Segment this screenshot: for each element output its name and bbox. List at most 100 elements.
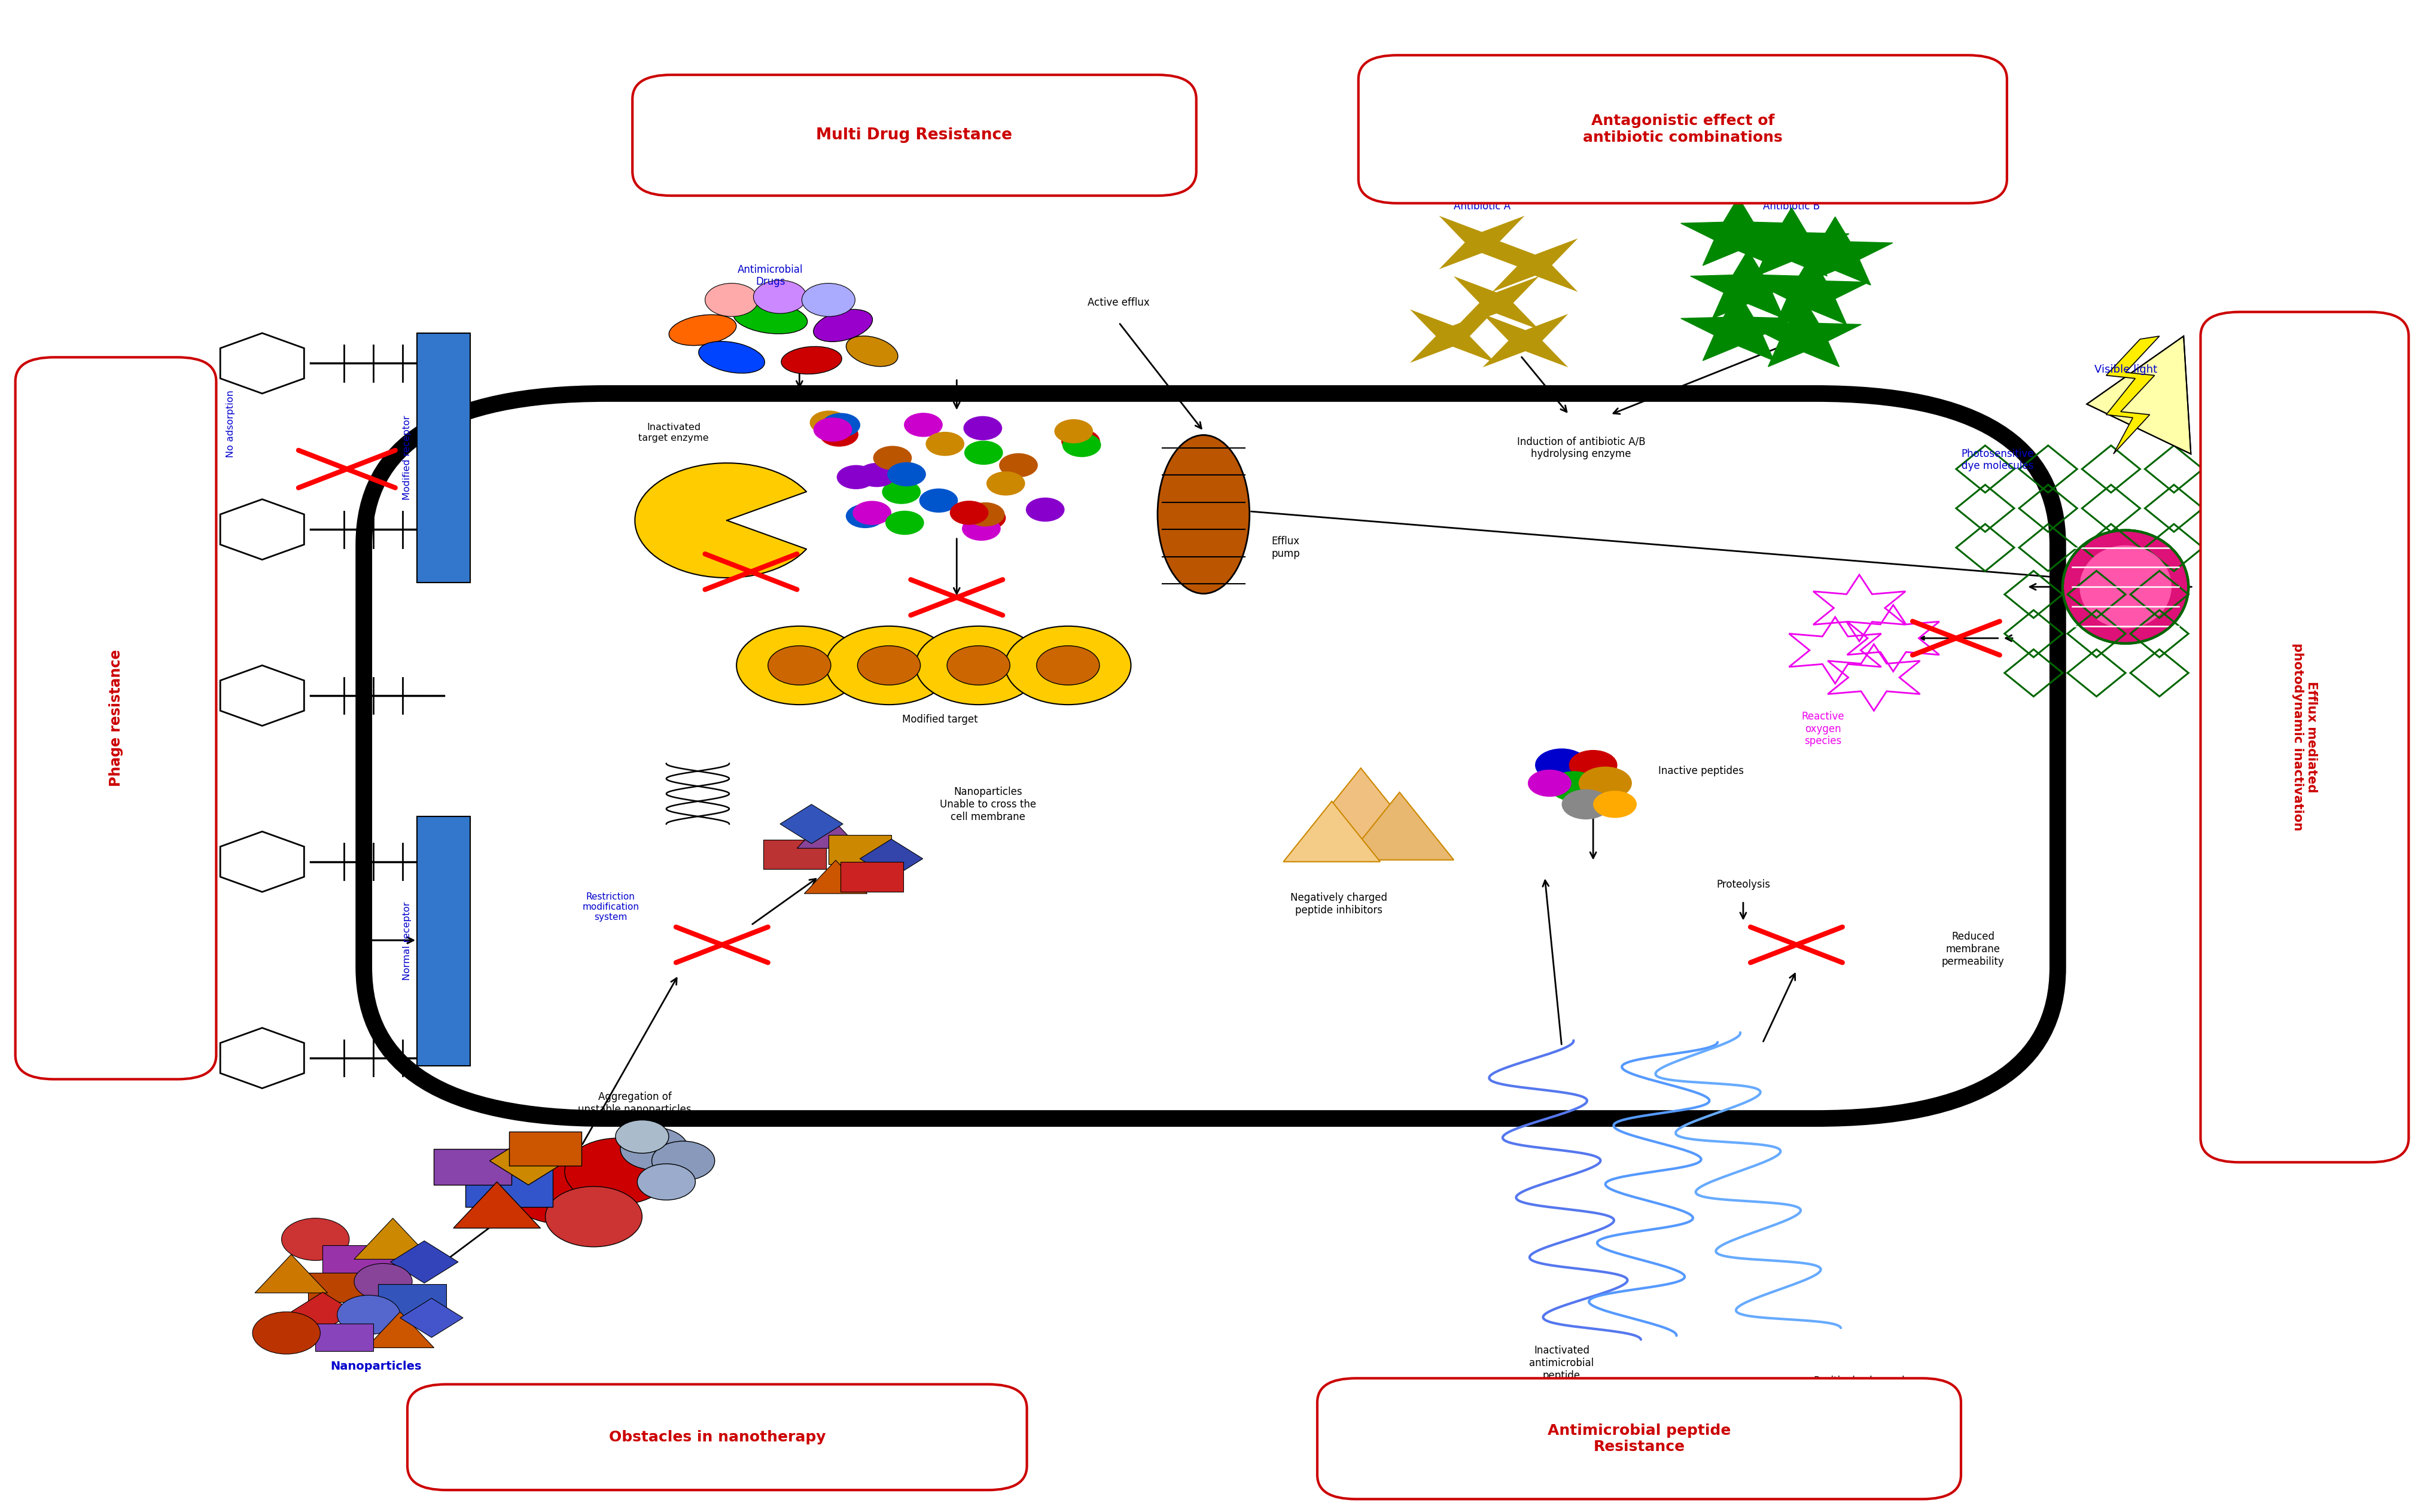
Circle shape (736, 626, 862, 705)
Polygon shape (2087, 336, 2191, 454)
Polygon shape (1680, 197, 1796, 266)
Circle shape (881, 479, 920, 503)
Text: Photosensitive
dye molecules: Photosensitive dye molecules (1961, 449, 2034, 472)
FancyBboxPatch shape (363, 393, 2058, 1119)
Polygon shape (1753, 256, 1869, 325)
Circle shape (1053, 419, 1092, 443)
Text: Visible light: Visible light (2094, 364, 2157, 375)
Circle shape (852, 500, 891, 525)
Circle shape (845, 503, 884, 528)
FancyBboxPatch shape (1358, 56, 2007, 203)
Circle shape (1535, 748, 1588, 782)
Bar (315, 1325, 373, 1352)
Ellipse shape (845, 336, 898, 366)
Circle shape (813, 417, 852, 442)
Text: Antimicrobial peptide
Resistance: Antimicrobial peptide Resistance (1547, 1423, 1731, 1455)
Circle shape (964, 440, 1002, 464)
Polygon shape (1346, 792, 1453, 860)
Circle shape (1005, 626, 1131, 705)
Circle shape (1593, 791, 1637, 818)
Polygon shape (1491, 239, 1578, 292)
Ellipse shape (697, 342, 765, 373)
Circle shape (281, 1219, 349, 1261)
Polygon shape (1438, 216, 1525, 269)
Text: Nanoparticles: Nanoparticles (329, 1361, 421, 1371)
Circle shape (886, 463, 925, 487)
Circle shape (1528, 770, 1571, 797)
Circle shape (1562, 789, 1610, 820)
Bar (465, 1166, 552, 1207)
Circle shape (1027, 497, 1065, 522)
Text: Proteolysis: Proteolysis (1716, 878, 1770, 889)
Circle shape (821, 422, 857, 446)
Polygon shape (1302, 768, 1419, 841)
Text: Nanoparticles
Unable to cross the
cell membrane: Nanoparticles Unable to cross the cell m… (939, 786, 1036, 823)
FancyBboxPatch shape (1317, 1379, 1961, 1498)
Polygon shape (804, 860, 867, 894)
Circle shape (964, 416, 1002, 440)
Circle shape (767, 646, 830, 685)
Circle shape (886, 511, 925, 535)
Circle shape (915, 626, 1041, 705)
Circle shape (1063, 432, 1102, 457)
Circle shape (874, 446, 913, 470)
FancyBboxPatch shape (632, 74, 1196, 195)
Circle shape (1000, 454, 1039, 478)
Polygon shape (291, 1293, 353, 1332)
Polygon shape (453, 1182, 540, 1228)
Text: Obstacles in nanotherapy: Obstacles in nanotherapy (608, 1430, 826, 1444)
Polygon shape (797, 815, 859, 848)
Polygon shape (2106, 336, 2160, 454)
Polygon shape (254, 1255, 327, 1293)
Polygon shape (1409, 310, 1496, 363)
Circle shape (961, 517, 1000, 541)
Ellipse shape (668, 314, 736, 345)
Circle shape (1578, 767, 1632, 800)
Polygon shape (353, 1219, 431, 1259)
Polygon shape (780, 804, 843, 844)
Circle shape (947, 646, 1010, 685)
Polygon shape (489, 1137, 567, 1185)
Circle shape (504, 1149, 625, 1225)
Ellipse shape (1157, 435, 1249, 594)
Circle shape (826, 626, 951, 705)
Bar (508, 1131, 581, 1166)
Polygon shape (390, 1241, 458, 1284)
Bar (840, 862, 903, 892)
FancyBboxPatch shape (15, 357, 215, 1080)
Circle shape (857, 463, 896, 487)
Circle shape (564, 1139, 671, 1205)
Circle shape (857, 646, 920, 685)
Polygon shape (1482, 314, 1569, 367)
Circle shape (821, 413, 859, 437)
Ellipse shape (2080, 546, 2172, 629)
Polygon shape (634, 463, 806, 578)
Circle shape (985, 472, 1024, 496)
Circle shape (637, 1164, 695, 1201)
Circle shape (620, 1128, 688, 1170)
Text: Modified receptor: Modified receptor (402, 416, 412, 500)
Text: Antimicrobial
Drugs: Antimicrobial Drugs (738, 265, 804, 287)
Ellipse shape (782, 346, 843, 373)
Circle shape (966, 507, 1005, 531)
Text: Inactivated
antimicrobial
peptide: Inactivated antimicrobial peptide (1530, 1346, 1593, 1380)
Circle shape (753, 280, 806, 313)
Circle shape (705, 283, 758, 316)
Polygon shape (1746, 298, 1862, 367)
Circle shape (353, 1264, 412, 1300)
Circle shape (920, 488, 959, 513)
Text: Phage resistance: Phage resistance (109, 650, 123, 786)
Text: Inactive peptides: Inactive peptides (1658, 765, 1743, 777)
FancyBboxPatch shape (407, 1385, 1027, 1489)
Text: Active efflux: Active efflux (1087, 298, 1150, 308)
Text: Negatively charged
peptide inhibitors: Negatively charged peptide inhibitors (1290, 892, 1387, 916)
Circle shape (1036, 646, 1099, 685)
Text: Efflux mediated
photodynamic inactivation: Efflux mediated photodynamic inactivatio… (2290, 643, 2317, 832)
Circle shape (838, 466, 876, 490)
Polygon shape (1680, 292, 1796, 361)
Circle shape (651, 1142, 714, 1181)
Ellipse shape (813, 310, 872, 342)
Polygon shape (1690, 249, 1806, 319)
Circle shape (1549, 771, 1598, 801)
Text: Aggregation of
unstable nanoparticles: Aggregation of unstable nanoparticles (579, 1092, 692, 1114)
